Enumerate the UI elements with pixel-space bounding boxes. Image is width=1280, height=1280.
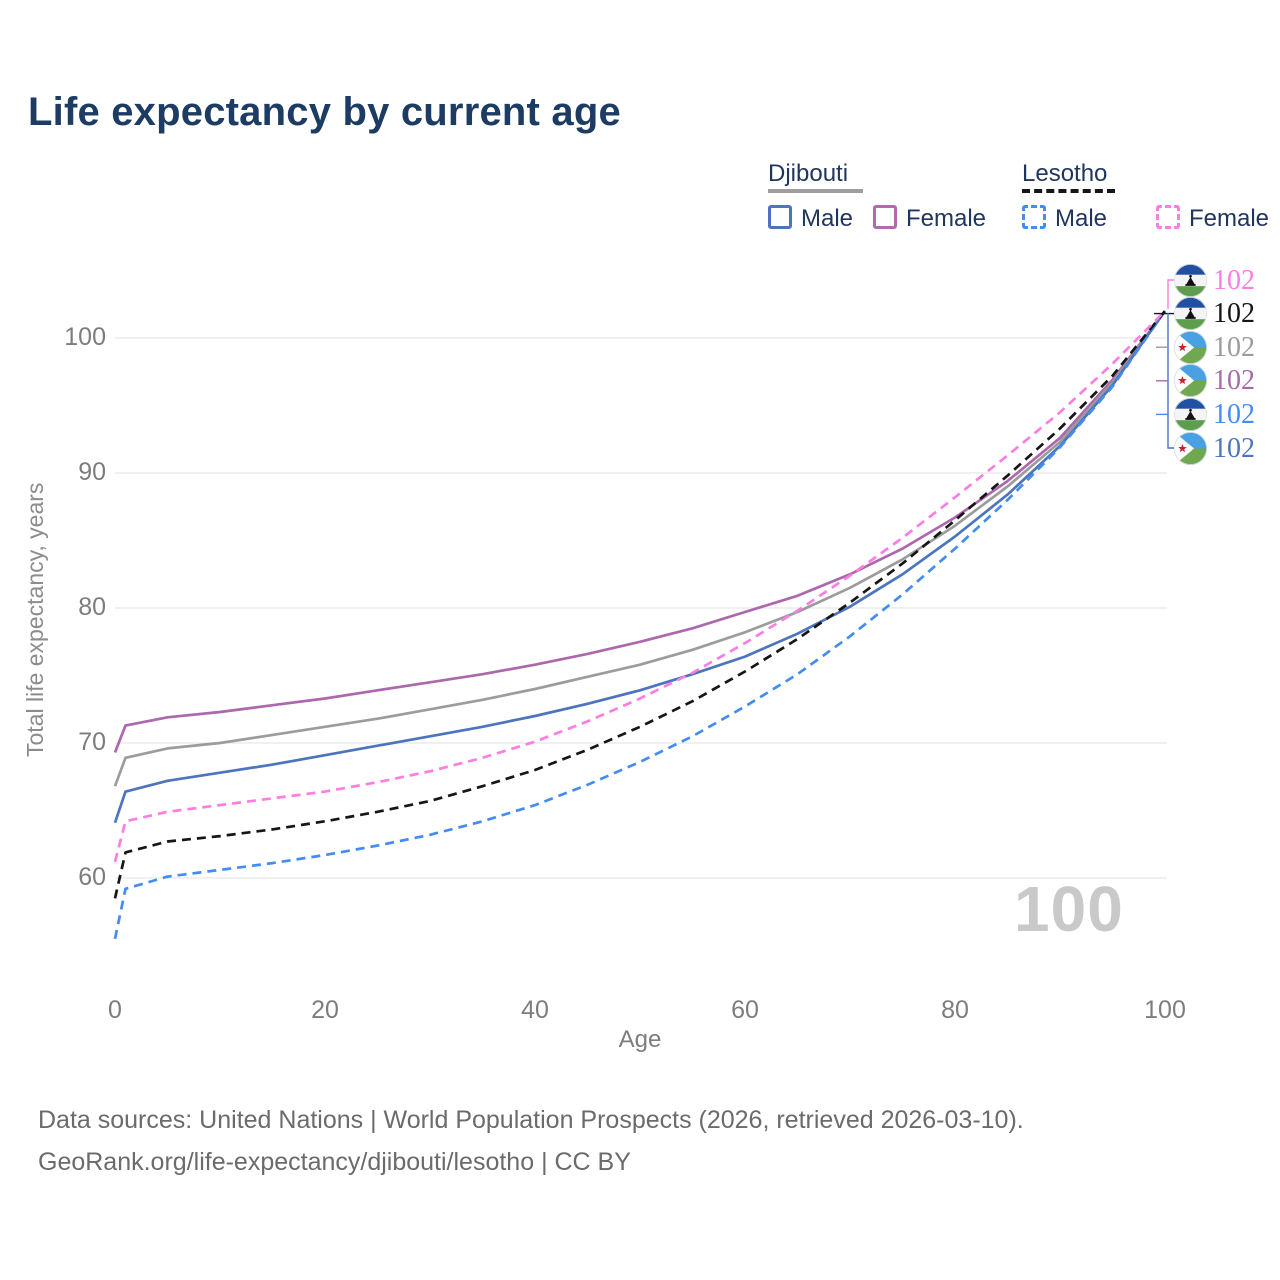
y-axis-title: Total life expectancy, years xyxy=(22,482,48,758)
legend-swatch-djibouti-male[interactable] xyxy=(768,205,792,229)
end-value: 102 xyxy=(1213,331,1255,363)
end-value: 102 xyxy=(1213,298,1255,330)
end-label-djibouti-total[interactable]: 102 xyxy=(1174,330,1255,364)
lesotho-flag-icon xyxy=(1174,297,1207,330)
footer-link[interactable]: GeoRank.org/life-expectancy/djibouti/les… xyxy=(38,1148,631,1176)
djibouti-flag-icon xyxy=(1174,331,1207,364)
series-line-lesotho-female[interactable] xyxy=(113,310,1166,863)
x-tick-label: 40 xyxy=(521,996,549,1024)
footer-sources: Data sources: United Nations | World Pop… xyxy=(38,1106,1024,1134)
legend-swatch-lesotho-female[interactable] xyxy=(1156,205,1180,229)
x-tick-label: 0 xyxy=(108,996,122,1024)
series-line-djibouti[interactable] xyxy=(113,310,1167,787)
legend-label-lesotho-female[interactable]: Female xyxy=(1189,205,1270,232)
leader-line xyxy=(1167,313,1174,449)
page-title: Life expectancy by current age xyxy=(28,90,621,134)
y-tick-label: 60 xyxy=(78,863,106,891)
lesotho-flag-icon xyxy=(1174,264,1207,297)
end-value: 102 xyxy=(1213,365,1255,397)
legend-swatch-djibouti-female[interactable] xyxy=(873,205,897,229)
djibouti-flag-icon xyxy=(1174,432,1207,465)
legend-label-lesotho-male[interactable]: Male xyxy=(1055,205,1108,232)
end-label-lesotho-total[interactable]: 102 xyxy=(1174,297,1255,331)
legend-group-lesotho-label[interactable]: Lesotho xyxy=(1022,160,1108,187)
legend-djibouti-line-sample xyxy=(768,189,863,193)
y-tick-label: 90 xyxy=(78,458,106,486)
x-axis-title: Age xyxy=(618,1026,662,1053)
x-tick-label: 20 xyxy=(311,996,339,1024)
end-value: 102 xyxy=(1213,264,1255,296)
djibouti-flag-icon xyxy=(1174,364,1207,397)
end-value: 102 xyxy=(1213,432,1255,464)
end-label-djibouti-male[interactable]: 102 xyxy=(1174,431,1255,465)
end-label-djibouti-female[interactable]: 102 xyxy=(1174,364,1255,398)
x-tick-label: 60 xyxy=(731,996,759,1024)
lesotho-flag-icon xyxy=(1174,398,1207,431)
y-tick-label: 80 xyxy=(78,593,106,621)
y-tick-label: 70 xyxy=(78,728,106,756)
legend-label-djibouti-female[interactable]: Female xyxy=(906,205,987,232)
legend-lesotho-line-sample xyxy=(1022,189,1115,193)
legend-group-djibouti-label[interactable]: Djibouti xyxy=(768,160,849,187)
y-tick-label: 100 xyxy=(64,323,106,351)
legend-swatch-lesotho-male[interactable] xyxy=(1022,205,1046,229)
age-watermark: 100 xyxy=(1014,873,1124,945)
series-lines xyxy=(113,310,1167,940)
legend-label-djibouti-male[interactable]: Male xyxy=(801,205,854,232)
end-value: 102 xyxy=(1213,398,1255,430)
end-label-lesotho-female[interactable]: 102 xyxy=(1174,263,1255,297)
series-line-djibouti-male[interactable] xyxy=(113,310,1167,824)
x-tick-label: 100 xyxy=(1144,996,1186,1024)
leader-line xyxy=(1167,279,1174,309)
end-label-lesotho-male[interactable]: 102 xyxy=(1174,397,1255,431)
series-line-lesotho-male[interactable] xyxy=(113,310,1167,940)
end-label-leader-lines xyxy=(1154,279,1174,449)
gridlines xyxy=(115,337,1167,879)
x-tick-label: 80 xyxy=(941,996,969,1024)
series-line-lesotho[interactable] xyxy=(113,310,1167,899)
series-line-djibouti-female[interactable] xyxy=(113,310,1167,753)
